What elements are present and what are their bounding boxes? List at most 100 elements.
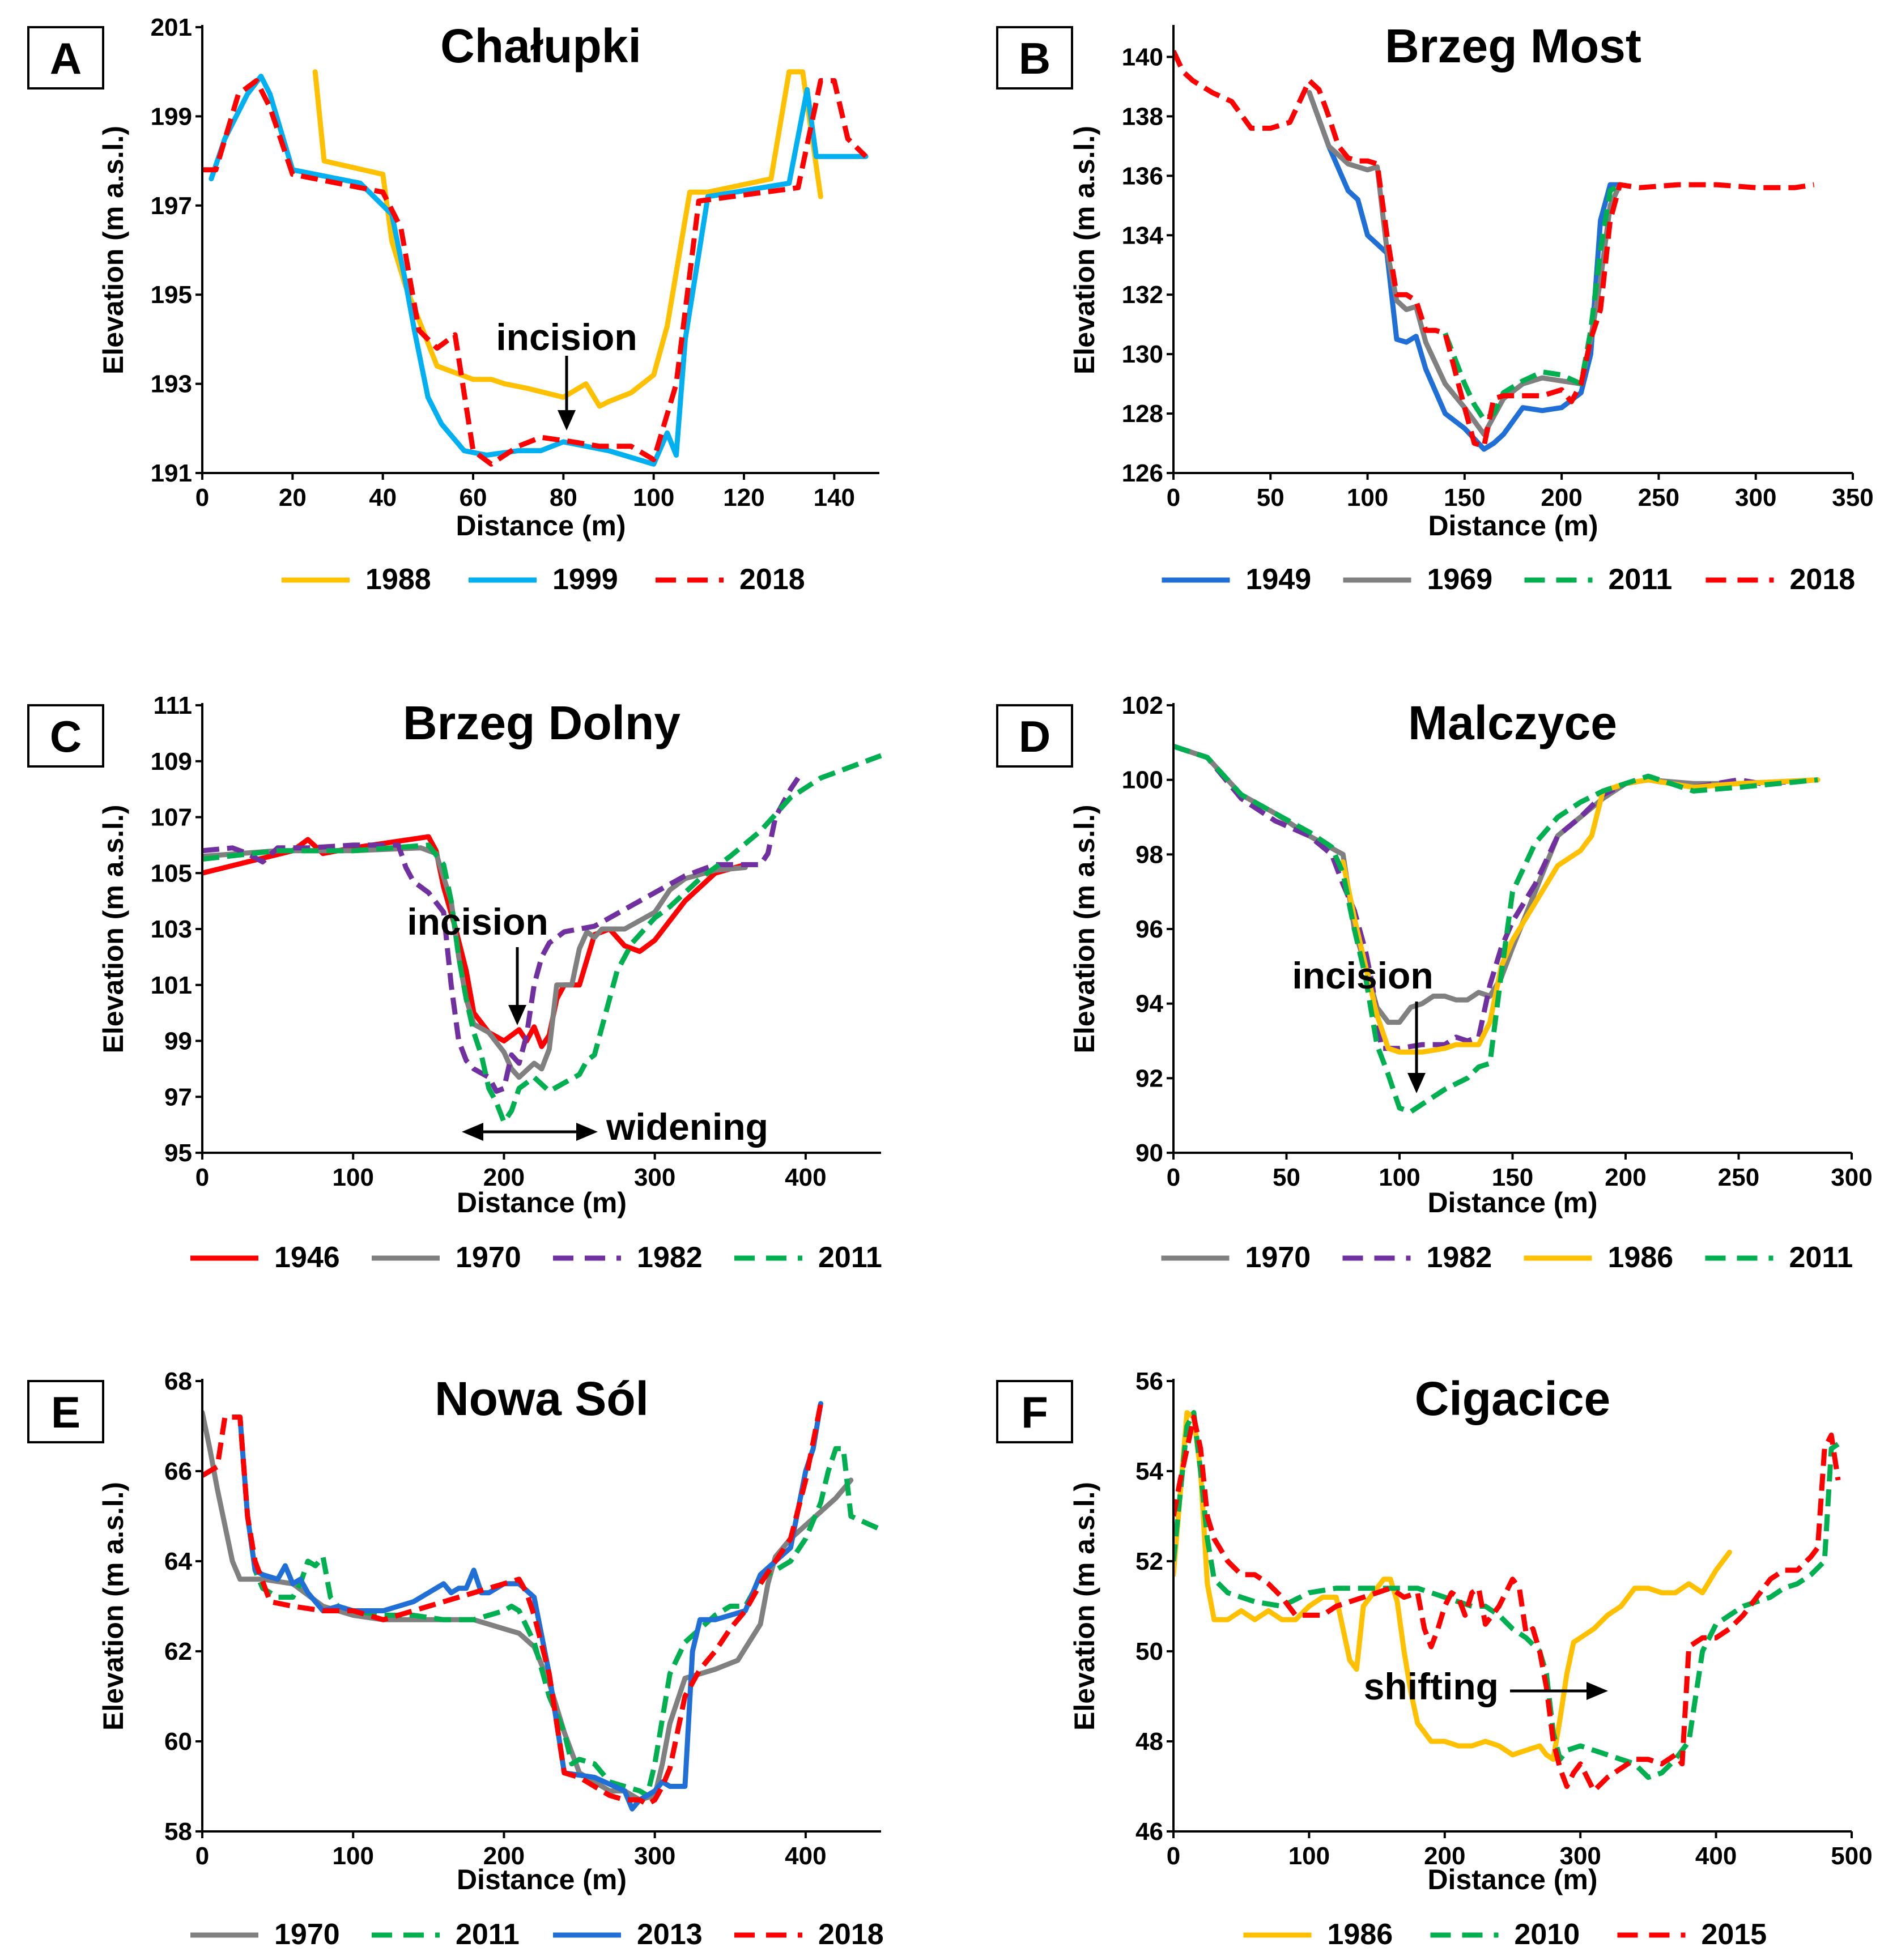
legend-label: 2018	[818, 1918, 884, 1951]
y-tick-label: 100	[1122, 766, 1163, 794]
x-tick-label: 140	[814, 484, 855, 512]
legend: 1988 1999 2018	[282, 563, 805, 596]
legend-item-2011: 2011	[734, 1241, 882, 1274]
y-tick-label: 46	[1135, 1818, 1163, 1846]
y-axis-label: Elevation (m a.s.l.)	[1069, 126, 1100, 374]
x-tick-label: 250	[1718, 1164, 1759, 1191]
legend-label: 2015	[1702, 1918, 1767, 1951]
series-line-1970	[202, 845, 748, 1080]
series-line-1986	[1173, 1410, 1732, 1762]
y-tick-label: 138	[1122, 103, 1163, 130]
chart-panel-a: A Chałupki 191 193 195 197 199 201 0 20 40 60 80 100 1…	[27, 14, 879, 596]
panel-letter: A	[50, 33, 82, 83]
legend-item-1970: 1970	[190, 1918, 340, 1951]
y-tick-label: 201	[151, 14, 192, 41]
annotation-label: shifting	[1364, 1665, 1499, 1707]
legend-label: 1970	[274, 1918, 340, 1951]
x-tick-label: 400	[1695, 1842, 1737, 1870]
y-tick-label: 50	[1135, 1638, 1163, 1665]
legend-item-2018: 2018	[734, 1918, 884, 1951]
y-tick-label: 99	[164, 1028, 192, 1055]
x-tick-label: 0	[195, 1842, 209, 1870]
legend-item-2018: 2018	[1705, 563, 1856, 596]
chart-panel-d: D Malczyce 90 92 94 96 98 100 102 0 50 100 150 200 250…	[996, 692, 1873, 1274]
legend-label: 2013	[637, 1918, 703, 1951]
panel-letter: B	[1019, 33, 1050, 83]
legend-item-1982: 1982	[553, 1241, 703, 1274]
annotation-arrow-head	[508, 1005, 526, 1025]
legend-label: 1946	[274, 1241, 340, 1274]
legend-item-1999: 1999	[469, 563, 618, 596]
series-lines	[1173, 1410, 1841, 1793]
x-tick-label: 250	[1638, 484, 1679, 512]
x-tick-label: 150	[1492, 1164, 1533, 1191]
y-tick-label: 56	[1135, 1367, 1163, 1395]
legend-label: 2011	[818, 1241, 882, 1274]
annotation-label: incision	[496, 316, 637, 358]
y-tick-label: 103	[151, 915, 192, 943]
x-tick-label: 350	[1832, 484, 1873, 512]
series-line-2011	[1173, 744, 1818, 1115]
x-tick-label: 0	[1167, 1164, 1180, 1191]
x-tick-label: 100	[1347, 484, 1388, 512]
y-tick-label: 126	[1122, 459, 1163, 487]
chart-title: Nowa Sól	[435, 1372, 649, 1425]
y-tick-label: 191	[151, 459, 192, 487]
y-axis-label: Elevation (m a.s.l.)	[97, 126, 129, 374]
series-line-2010	[1173, 1410, 1840, 1780]
chart-title: Brzeg Dolny	[403, 696, 680, 749]
x-tick-label: 200	[1541, 484, 1582, 512]
y-tick-label: 128	[1122, 400, 1163, 428]
legend-label: 1986	[1608, 1241, 1674, 1274]
y-axis-label: Elevation (m a.s.l.)	[1069, 804, 1100, 1053]
y-tick-label: 132	[1122, 281, 1163, 309]
legend-label: 1999	[552, 563, 618, 596]
y-tick-label: 62	[164, 1638, 192, 1665]
legend: 1970 1982 1986 2011	[1161, 1241, 1853, 1274]
y-axis-label: Elevation (m a.s.l.)	[97, 804, 129, 1053]
legend-label: 2011	[456, 1918, 520, 1951]
panel-letter-box	[996, 26, 1073, 90]
x-axis-label: Distance (m)	[1428, 510, 1598, 542]
x-tick-label: 40	[369, 484, 397, 512]
annotation-incision: incision	[407, 901, 548, 1025]
annotation-label: incision	[1292, 955, 1433, 996]
x-axis-label: Distance (m)	[1427, 1187, 1597, 1218]
legend-label: 1986	[1328, 1918, 1393, 1951]
x-tick-label: 100	[1379, 1164, 1420, 1191]
panel-letter-box	[27, 704, 104, 768]
annotation-widening: widening	[462, 1106, 768, 1148]
x-tick-label: 80	[550, 484, 577, 512]
x-tick-label: 0	[195, 1164, 209, 1191]
legend-item-2011: 2011	[372, 1918, 520, 1951]
y-tick-label: 109	[151, 748, 192, 776]
series-lines	[202, 753, 882, 1125]
legend-label: 2010	[1515, 1918, 1580, 1951]
y-tick-label: 68	[164, 1367, 192, 1395]
x-tick-label: 150	[1444, 484, 1485, 512]
legend-label: 1969	[1427, 563, 1493, 596]
series-lines	[202, 1401, 882, 1812]
legend-label: 2018	[1790, 563, 1856, 596]
series-line-1986	[1340, 777, 1821, 1055]
annotation-arrow-head	[462, 1123, 483, 1141]
series-line-2011	[1443, 182, 1622, 423]
legend-label: 1982	[1427, 1241, 1492, 1274]
x-tick-label: 0	[195, 484, 209, 512]
x-tick-label: 60	[460, 484, 487, 512]
series-line-1970	[202, 1410, 854, 1803]
panel-letter-box	[27, 1380, 104, 1443]
panel-letter: F	[1021, 1387, 1048, 1437]
y-tick-label: 95	[164, 1139, 192, 1167]
legend-label: 1988	[365, 563, 431, 596]
y-tick-label: 134	[1122, 221, 1164, 249]
legend-item-1970: 1970	[372, 1241, 521, 1274]
legend-item-2015: 2015	[1617, 1918, 1767, 1951]
legend-label: 2011	[1609, 563, 1673, 596]
chart-panel-c: C Brzeg Dolny 95 97 99 101 103 105 107 109 111 0 100…	[27, 692, 882, 1274]
x-tick-label: 20	[279, 484, 307, 512]
x-tick-label: 100	[333, 1164, 374, 1191]
x-tick-label: 200	[1424, 1842, 1465, 1870]
legend-item-1986: 1986	[1524, 1241, 1674, 1274]
x-axis-label: Distance (m)	[457, 1187, 627, 1218]
